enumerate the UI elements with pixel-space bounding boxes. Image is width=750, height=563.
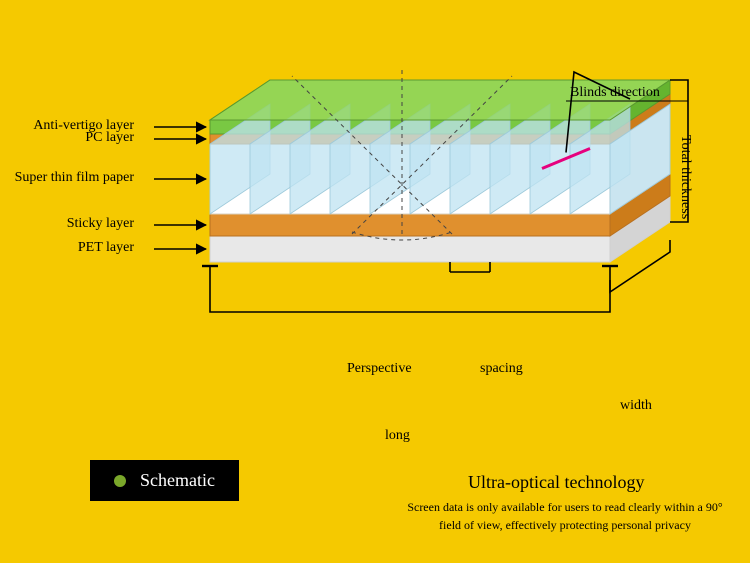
layer-front-sticky [210,214,610,236]
blinds-direction-label: Blinds direction [570,85,660,101]
layer-label: PC layer [85,130,134,146]
spacing-bracket [450,262,490,272]
spacing-label: spacing [480,361,523,377]
layer-label: PET layer [78,240,134,256]
perspective-label: Perspective [347,361,412,377]
footer-title: Ultra-optical technology [468,472,644,493]
layer-label: Super thin film paper [15,170,134,186]
total-thickness-label: Total thickness [677,135,693,219]
long-bracket [210,266,610,312]
layer-label: Sticky layer [67,216,134,232]
footer-body: Screen data is only available for users … [395,498,735,534]
width-label: width [620,398,652,414]
legend-dot-icon [114,475,126,487]
legend-text: Schematic [140,470,215,491]
canvas: Anti-vertigo layerPC layerSuper thin fil… [0,0,750,563]
legend-badge: Schematic [90,460,239,501]
long-label: long [385,428,410,444]
